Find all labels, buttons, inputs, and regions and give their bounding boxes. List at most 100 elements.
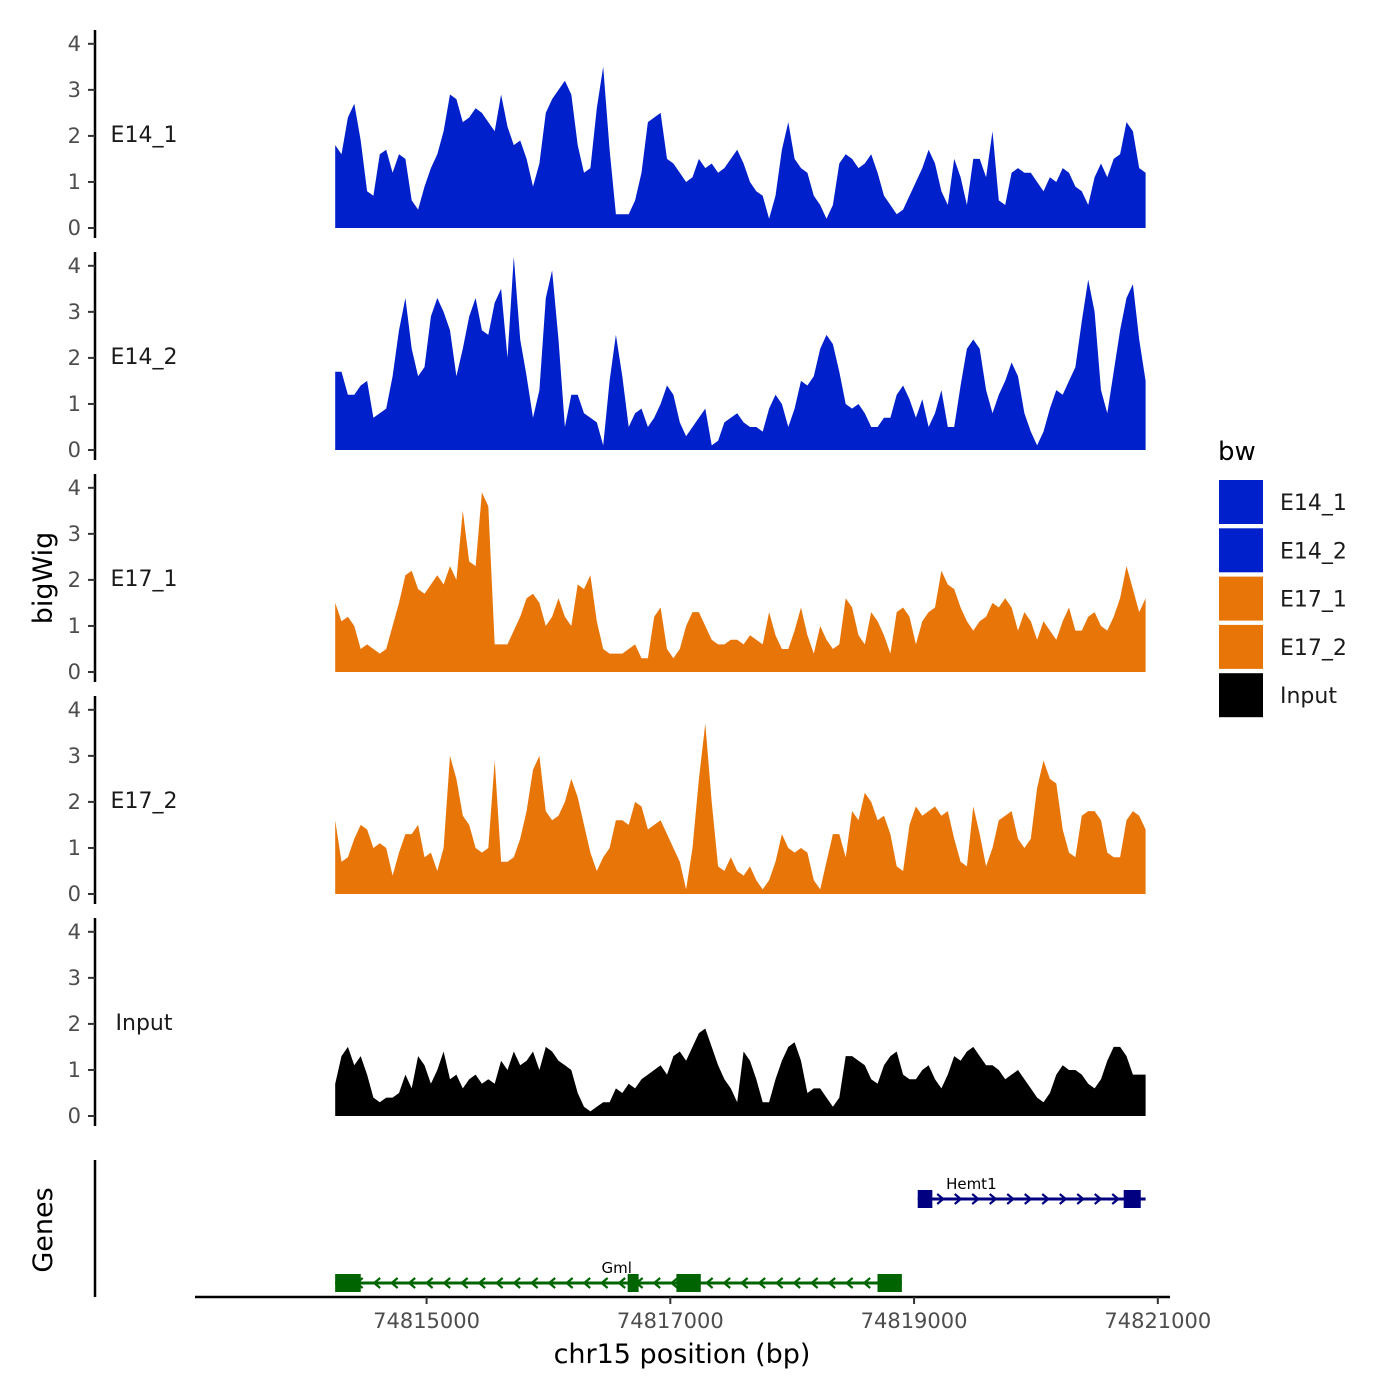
track-label: E17_2 — [111, 789, 178, 814]
y-tick-label: 2 — [68, 1012, 81, 1036]
strand-arrow — [862, 1277, 871, 1289]
strand-arrow — [1094, 1193, 1103, 1205]
coverage-area-e14-1 — [335, 66, 1146, 228]
x-tick-label: 74815000 — [373, 1309, 480, 1333]
track-e17-2: 0 1 2 3 4 E17_2 — [68, 696, 1146, 906]
coverage-area-e17-2 — [335, 723, 1146, 894]
y-tick-label: 4 — [68, 476, 81, 500]
strand-arrow — [704, 1277, 714, 1289]
legend-swatch — [1219, 528, 1263, 573]
y-tick-label: 4 — [68, 698, 81, 722]
y-tick-label: 0 — [68, 882, 81, 906]
strand-arrow — [582, 1277, 591, 1289]
legend-title: bw — [1218, 437, 1256, 467]
track-input: 0 1 2 3 4 Input — [68, 918, 1146, 1128]
y-tick-label: 3 — [68, 78, 81, 102]
track-label: Input — [116, 1011, 173, 1036]
strand-arrow — [424, 1277, 434, 1289]
strand-arrow — [757, 1277, 766, 1289]
y-tick-label: 1 — [68, 392, 81, 416]
gene-exon — [917, 1190, 933, 1208]
y-tick-label: 3 — [68, 522, 81, 546]
y-tick-label: 3 — [68, 744, 81, 768]
y-tick-label: 4 — [68, 32, 81, 56]
y-axis-title: bigWig — [28, 532, 59, 625]
strand-arrow — [1076, 1193, 1085, 1205]
track-label: E14_2 — [111, 345, 178, 370]
coverage-tracks: 0 1 2 3 4 E14_1 0 1 2 3 4 E14_2 0 1 2 3 4 E17_1 0 1 2 3 4 E17_2… — [68, 30, 1146, 1128]
gene-exon — [676, 1274, 701, 1292]
genes-axis-title: Genes — [28, 1187, 59, 1272]
strand-arrow — [407, 1277, 416, 1289]
x-tick-label: 74821000 — [1104, 1309, 1211, 1333]
strand-arrow — [1041, 1193, 1050, 1205]
legend-swatch — [1219, 480, 1263, 524]
strand-arrow — [599, 1277, 609, 1289]
strand-arrow — [1006, 1193, 1015, 1205]
y-tick-label: 2 — [68, 346, 81, 370]
x-axis: 74815000 74817000 74819000 74821000 — [195, 1295, 1211, 1333]
track-label: E17_1 — [111, 567, 178, 592]
legend-label: E14_2 — [1280, 539, 1347, 564]
legend-label: E17_2 — [1280, 636, 1347, 661]
y-tick-label: 1 — [68, 170, 81, 194]
y-tick-label: 4 — [68, 254, 81, 278]
strand-arrow — [722, 1277, 731, 1289]
x-tick-label: 74819000 — [861, 1309, 968, 1333]
legend-swatch — [1219, 576, 1263, 621]
strand-arrow — [809, 1277, 819, 1289]
strand-arrow — [459, 1277, 469, 1289]
legend-label: Input — [1280, 684, 1337, 709]
strand-arrow — [936, 1193, 945, 1205]
coverage-area-e14-2 — [335, 256, 1146, 450]
gene-hemt1: Hemt1 — [917, 1175, 1146, 1208]
strand-arrow — [844, 1277, 854, 1289]
strand-arrow — [547, 1277, 556, 1289]
strand-arrow — [617, 1277, 626, 1289]
strand-arrow — [989, 1193, 998, 1205]
strand-arrow — [652, 1277, 661, 1289]
y-tick-label: 0 — [68, 660, 81, 684]
strand-arrow — [669, 1277, 679, 1289]
strand-arrow — [442, 1277, 451, 1289]
gene-exon — [1123, 1190, 1141, 1208]
legend-label: E17_1 — [1280, 588, 1347, 613]
gene-label: Gml — [601, 1259, 631, 1277]
gene-gml: Gml — [335, 1259, 902, 1292]
strand-arrow — [372, 1277, 381, 1289]
legend: bw E14_1 E14_2 E17_1 E17_2 Input — [1218, 437, 1347, 718]
track-label: E14_1 — [111, 123, 178, 148]
y-tick-label: 0 — [68, 1104, 81, 1128]
gene-exon — [627, 1274, 639, 1292]
coverage-area-e17-1 — [335, 492, 1146, 672]
y-tick-label: 2 — [68, 790, 81, 814]
strand-arrow — [1111, 1193, 1120, 1205]
x-tick-label: 74817000 — [617, 1309, 724, 1333]
legend-swatch — [1219, 624, 1263, 669]
strand-arrow — [774, 1277, 784, 1289]
strand-arrow — [512, 1277, 521, 1289]
y-tick-label: 0 — [68, 438, 81, 462]
legend-swatch — [1219, 673, 1263, 718]
coverage-area-input — [335, 1028, 1146, 1116]
y-tick-label: 1 — [68, 836, 81, 860]
y-tick-label: 2 — [68, 568, 81, 592]
y-tick-label: 1 — [68, 614, 81, 638]
genes-panel: Hemt1 Gml — [93, 1160, 1146, 1297]
y-tick-label: 3 — [68, 966, 81, 990]
strand-arrow — [529, 1277, 539, 1289]
track-e17-1: 0 1 2 3 4 E17_1 — [68, 474, 1146, 684]
strand-arrow — [564, 1277, 574, 1289]
strand-arrow — [477, 1277, 486, 1289]
strand-arrow — [1059, 1193, 1068, 1205]
strand-arrow — [792, 1277, 801, 1289]
track-e14-2: 0 1 2 3 4 E14_2 — [68, 252, 1146, 462]
x-axis-title: chr15 position (bp) — [554, 1339, 811, 1370]
strand-arrow — [954, 1193, 963, 1205]
gene-exon — [877, 1274, 902, 1292]
y-tick-label: 2 — [68, 124, 81, 148]
track-e14-1: 0 1 2 3 4 E14_1 — [68, 30, 1146, 240]
legend-label: E14_1 — [1280, 491, 1347, 516]
strand-arrow — [389, 1277, 399, 1289]
